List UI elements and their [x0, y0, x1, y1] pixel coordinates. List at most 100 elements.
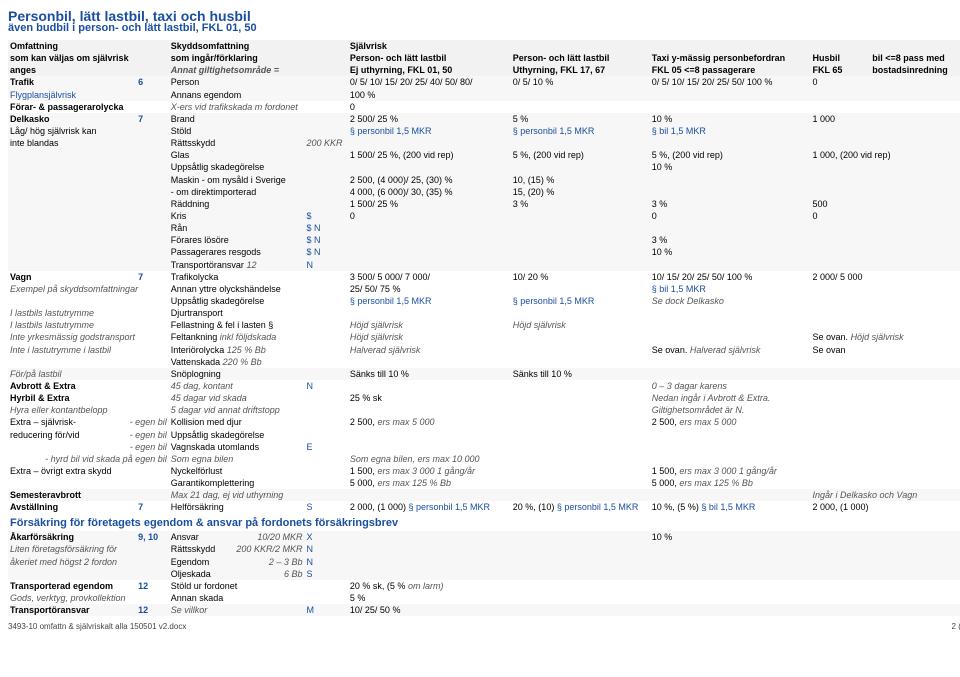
- cell: 5 %, (200 vid rep): [650, 149, 811, 161]
- cell: § personbil 1,5 MKR: [511, 125, 650, 137]
- row-label: Liten företagsförsäkring för: [8, 543, 169, 555]
- col5-h2: Taxi y-mässig personbefordran: [650, 52, 811, 64]
- col2-h3: Annat giltighetsområde =: [169, 64, 348, 76]
- row-label: Gods, verktyg, provkollektion: [8, 592, 169, 604]
- cell: 4 000, (6 000)/ 30, (35) %: [348, 186, 511, 198]
- cell: 3 %: [511, 198, 650, 210]
- cell: 2 500, ers max 5 000: [650, 416, 811, 428]
- col6-h3: FKL 65: [811, 64, 871, 76]
- cell: § personbil 1,5 MKR: [348, 295, 511, 307]
- cell: 20 % sk, (5 % om larm): [348, 580, 511, 592]
- cell: 1 500/ 25 %: [348, 198, 511, 210]
- cell: Uppsåtlig skadegörelse: [169, 429, 348, 441]
- cell: $ N: [304, 234, 347, 246]
- cell: Se dock Delkasko: [650, 295, 811, 307]
- col1-h3: anges: [8, 64, 169, 76]
- cell: Förares lösöre: [169, 234, 305, 246]
- row-num: 7: [136, 113, 169, 125]
- col7-h2: bil <=8 pass med: [870, 52, 960, 64]
- row-label: - egen bil: [8, 441, 169, 453]
- cell: 1 500, ers max 3 000 1 gång/år: [348, 465, 511, 477]
- col1-h2: som kan väljas om självrisk: [8, 52, 169, 64]
- cell: § bil 1,5 MKR: [650, 283, 811, 295]
- cell: Se ovan. Höjd självrisk: [811, 331, 960, 343]
- section-header: Försäkring för företagets egendom & ansv…: [8, 513, 960, 531]
- cell: Feltankning inkl följdskada: [169, 331, 348, 343]
- cell: 1 000, (200 vid rep): [811, 149, 960, 161]
- cell: $ N: [304, 246, 347, 258]
- row-label: Låg/ hög självrisk kan: [8, 125, 169, 137]
- cell: 2 000, (1 000) § personbil 1,5 MKR: [348, 501, 511, 513]
- cell: Rån: [169, 222, 305, 234]
- cell: 2 500, ers max 5 000: [348, 416, 511, 428]
- cell: Vattenskada 220 % Bb: [169, 356, 348, 368]
- row-label: Transporterad egendom: [8, 580, 136, 592]
- row-label: I lastbils lastutrymme: [8, 307, 169, 319]
- col4-h3: Uthyrning, FKL 17, 67: [511, 64, 650, 76]
- cell: 15, (20) %: [511, 186, 650, 198]
- row-label: Avställning: [8, 501, 136, 513]
- cell: 5 dagar vid annat driftstopp: [169, 404, 348, 416]
- row-num: 7: [136, 501, 169, 513]
- cell: 10 %: [650, 531, 811, 543]
- cell: Giltighetsområdet är N.: [650, 404, 811, 416]
- cell: 10 %, (5 %) § bil 1,5 MKR: [650, 501, 811, 513]
- col5-h3: FKL 05 <=8 passagerare: [650, 64, 811, 76]
- row-label: Vagn: [8, 271, 136, 283]
- row-label: Inte i lastutrymme i lastbil: [8, 344, 169, 356]
- cell: 0: [811, 76, 960, 88]
- cell: E: [304, 441, 347, 453]
- cell: Höjd självrisk: [348, 319, 511, 331]
- col7-h3: bostadsinredning: [870, 64, 960, 76]
- cell: 10/ 25/ 50 %: [348, 604, 511, 616]
- cell: 200 KKR: [304, 137, 347, 149]
- cell: 45 dagar vid skada: [169, 392, 348, 404]
- cell: 10, (15) %: [511, 174, 650, 186]
- row-num: 9, 10: [136, 531, 169, 543]
- cell: 2 500, (4 000)/ 25, (30) %: [348, 174, 511, 186]
- coverage-table: Omfattning Skyddsomfattning Självrisk so…: [8, 40, 960, 616]
- cell: Garantikomplettering: [169, 477, 348, 489]
- row-label: För/på lastbil: [8, 368, 169, 380]
- cell: 0: [650, 210, 811, 222]
- cell: Passagerares resgods: [169, 246, 305, 258]
- cell: 10 %: [650, 246, 811, 258]
- cell: Stöld ur fordonet: [169, 580, 348, 592]
- cell: 10 %: [650, 113, 811, 125]
- cell: 3 %: [650, 198, 811, 210]
- col3-h3: Ej uthyrning, FKL 01, 50: [348, 64, 511, 76]
- row-label: Åkarförsäkring: [8, 531, 136, 543]
- cell: 0: [348, 210, 511, 222]
- row-label: Trafik: [8, 76, 136, 88]
- cell: 2 500/ 25 %: [348, 113, 511, 125]
- cell: Uppsåtlig skadegörelse: [169, 161, 348, 173]
- cell: Rättsskydd: [169, 137, 305, 149]
- cell: Stöld: [169, 125, 348, 137]
- cell: Nyckelförlust: [169, 465, 348, 477]
- footer-pagenum: 2 (6): [952, 622, 960, 631]
- row-label: Hyra eller kontantbelopp: [8, 404, 169, 416]
- cell: X: [304, 531, 347, 543]
- row-label: Inte yrkesmässig godstransport: [8, 331, 169, 343]
- cell: 2 000, (1 000): [811, 501, 960, 513]
- col3-h2: Person- och lätt lastbil: [348, 52, 511, 64]
- cell: Trafikolycka: [169, 271, 348, 283]
- cell: Kollision med djur: [169, 416, 348, 428]
- cell: 10/ 15/ 20/ 25/ 50/ 100 %: [650, 271, 811, 283]
- cell: Sänks till 10 %: [348, 368, 511, 380]
- cell: 5 %: [348, 592, 511, 604]
- col6-h2: Husbil: [811, 52, 871, 64]
- cell: Glas: [169, 149, 348, 161]
- col3-h1: Självrisk: [348, 40, 511, 52]
- cell: 20 %, (10) § personbil 1,5 MKR: [511, 501, 650, 513]
- col1-h1: Omfattning: [8, 40, 169, 52]
- cell: N: [304, 556, 347, 568]
- cell: Höjd självrisk: [511, 319, 650, 331]
- col2-h2: som ingår/förklaring: [169, 52, 348, 64]
- cell: Egendom 2 – 3 Bb: [169, 556, 305, 568]
- row-num: 7: [136, 271, 169, 283]
- cell: Snöplogning: [169, 368, 348, 380]
- cell: Sänks till 10 %: [511, 368, 650, 380]
- cell: Annan skada: [169, 592, 348, 604]
- row-label: Förar- & passagerarolycka: [8, 101, 169, 113]
